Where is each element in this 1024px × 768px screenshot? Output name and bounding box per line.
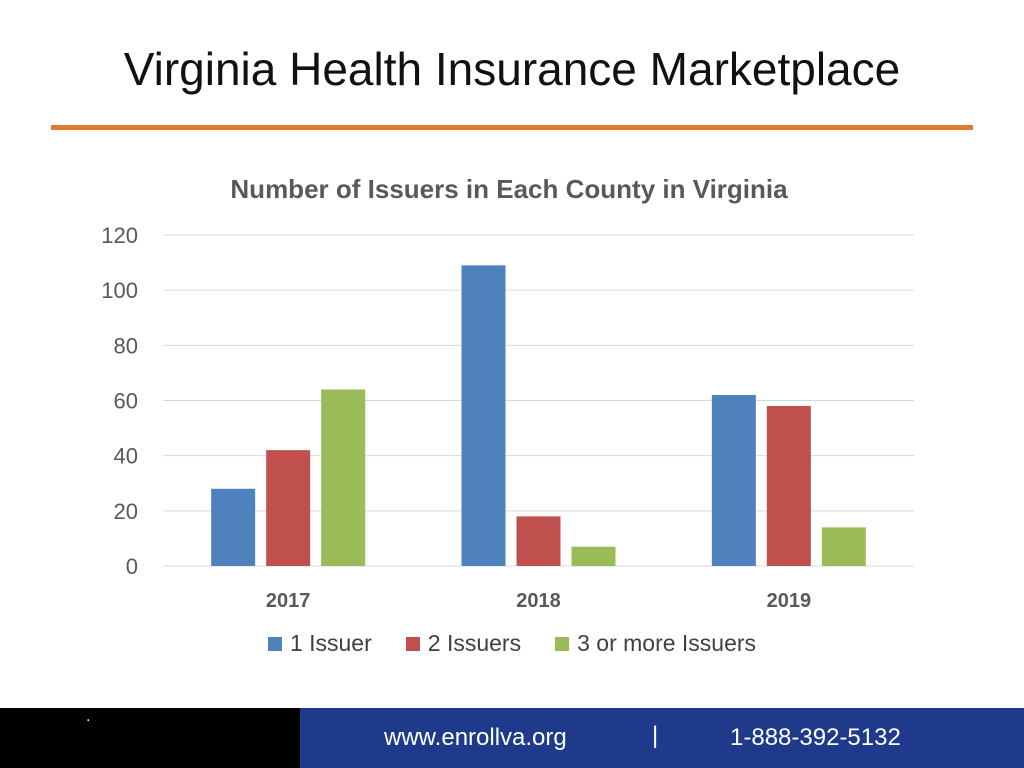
y-tick-label: 40 [114, 444, 138, 469]
website-link[interactable]: www.enrollva.org [384, 724, 567, 751]
title-divider [51, 125, 973, 130]
y-tick-label: 0 [126, 554, 138, 579]
legend-swatch [555, 636, 570, 651]
legend-label: 3 or more Issuers [577, 630, 757, 656]
footer-separator: | [652, 722, 659, 749]
legend-label: 2 Issuers [427, 630, 522, 656]
footer-contact-bar: www.enrollva.org | 1-888-392-5132 [300, 708, 1024, 768]
chart-legend: 1 Issuer 2 Issuers 3 or more Issuers [0, 630, 1024, 657]
slide-title: Virginia Health Insurance Marketplace [123, 43, 901, 95]
bar-2-issuers-2019 [766, 406, 811, 566]
bar-3-or-more-issuers-2019 [821, 527, 866, 566]
legend-swatch [405, 636, 420, 651]
footer-dot: . [86, 708, 91, 725]
bar-2-issuers-2018 [516, 516, 561, 566]
legend-item-3-or-more-issuers: 3 or more Issuers [555, 630, 756, 657]
y-tick-label: 100 [101, 278, 138, 303]
bar-1-issuer-2018 [461, 265, 506, 566]
footer-left-panel: . [0, 708, 300, 768]
bar-1-issuer-2019 [711, 394, 756, 566]
x-tick-label: 2017 [266, 590, 311, 612]
bar-3-or-more-issuers-2018 [571, 546, 616, 566]
chart-title: Number of Issuers in Each County in Virg… [230, 174, 788, 204]
y-tick-label: 80 [114, 333, 138, 358]
x-tick-label: 2019 [767, 590, 812, 612]
legend-label: 1 Issuer [289, 630, 372, 656]
y-tick-label: 60 [114, 389, 138, 414]
legend-item-2-issuers: 2 Issuers [405, 630, 522, 657]
y-tick-label: 20 [114, 499, 138, 524]
y-tick-label: 120 [101, 223, 138, 248]
bar-2-issuers-2017 [266, 450, 311, 566]
bar-1-issuer-2017 [211, 488, 256, 566]
x-tick-label: 2018 [516, 590, 561, 612]
legend-swatch [267, 636, 282, 651]
bar-3-or-more-issuers-2017 [321, 389, 366, 566]
phone-number: 1-888-392-5132 [730, 724, 901, 751]
legend-item-1-issuer: 1 Issuer [267, 630, 372, 657]
